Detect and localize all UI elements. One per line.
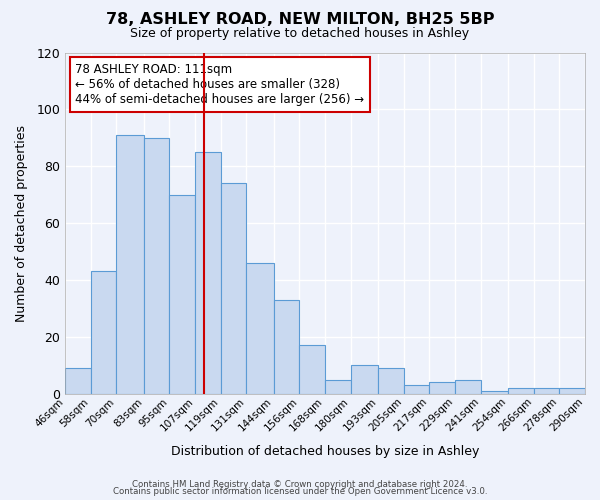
Bar	[455, 380, 481, 394]
Bar	[404, 385, 430, 394]
Y-axis label: Number of detached properties: Number of detached properties	[15, 124, 28, 322]
Bar	[350, 366, 379, 394]
Bar	[195, 152, 221, 394]
Text: Size of property relative to detached houses in Ashley: Size of property relative to detached ho…	[130, 28, 470, 40]
Bar	[144, 138, 169, 394]
X-axis label: Distribution of detached houses by size in Ashley: Distribution of detached houses by size …	[171, 444, 479, 458]
Bar	[508, 388, 534, 394]
Bar	[65, 368, 91, 394]
Text: Contains public sector information licensed under the Open Government Licence v3: Contains public sector information licen…	[113, 488, 487, 496]
Bar	[534, 388, 559, 394]
Bar	[169, 194, 195, 394]
Bar	[430, 382, 455, 394]
Bar	[481, 391, 508, 394]
Bar	[221, 184, 246, 394]
Bar	[116, 135, 144, 394]
Text: 78 ASHLEY ROAD: 111sqm
← 56% of detached houses are smaller (328)
44% of semi-de: 78 ASHLEY ROAD: 111sqm ← 56% of detached…	[76, 62, 365, 106]
Bar	[91, 272, 116, 394]
Bar	[379, 368, 404, 394]
Bar	[299, 346, 325, 394]
Bar	[246, 263, 274, 394]
Text: 78, ASHLEY ROAD, NEW MILTON, BH25 5BP: 78, ASHLEY ROAD, NEW MILTON, BH25 5BP	[106, 12, 494, 28]
Bar	[274, 300, 299, 394]
Bar	[325, 380, 350, 394]
Text: Contains HM Land Registry data © Crown copyright and database right 2024.: Contains HM Land Registry data © Crown c…	[132, 480, 468, 489]
Bar	[559, 388, 585, 394]
